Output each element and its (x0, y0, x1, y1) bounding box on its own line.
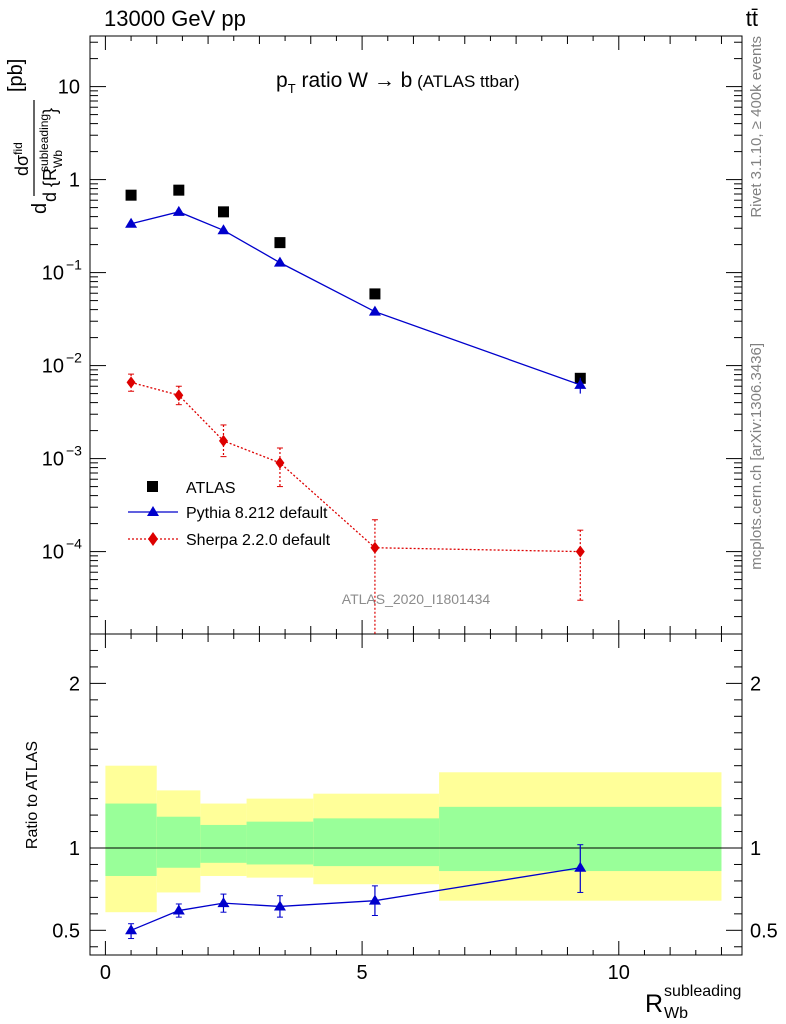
pythia-point (368, 305, 381, 316)
mcplots-label: mcplots.cern.ch [arXiv:1306.3436] (748, 343, 765, 570)
legend-marker-sherpa (148, 532, 158, 546)
x-tick-label: 5 (357, 962, 368, 984)
ratio-point (172, 904, 185, 915)
pythia-line (130, 211, 581, 386)
y-tick-label-bottom-left: 2 (69, 673, 80, 695)
y-tick-label-top: 10 (42, 449, 64, 471)
pythia-point (574, 378, 587, 389)
legend: ATLAS Pythia 8.212 default Sherpa 2.2.0 … (128, 480, 331, 549)
analysis-watermark: ATLAS_2020_I1801434 (342, 591, 491, 607)
band-inner-1 (156, 816, 201, 868)
y-tick-label-top: 10 (42, 542, 64, 564)
plot-title: pT ratio W → b (ATLAS ttbar) (276, 69, 520, 96)
legend-label-sherpa: Sherpa 2.2.0 default (186, 532, 331, 549)
x-axis-label: R Wb subleading (645, 983, 741, 1022)
y-tick-label-bottom-left: 0.5 (52, 920, 80, 942)
sherpa-point (218, 434, 228, 447)
svg-text:dσfid: dσfid (11, 142, 32, 176)
sherpa-point (174, 389, 184, 402)
y-tick-label-exponent: −3 (66, 443, 82, 459)
svg-text:subleading: subleading (664, 983, 741, 1000)
atlas-point (369, 288, 381, 300)
y-axis-label-top: d dσfid d {RWbsubleading} [pb] (5, 59, 65, 214)
y-tick-label-top: 10 (42, 263, 64, 285)
y-axis-label-bottom: Ratio to ATLAS (24, 741, 41, 849)
x-tick-label: 10 (608, 962, 630, 984)
y-tick-label-bottom-left: 1 (69, 838, 80, 860)
y-tick-label-top: 10 (42, 356, 64, 378)
y-tick-label-bottom-right: 2 (750, 673, 761, 695)
band-inner-4 (313, 818, 440, 867)
legend-marker-pythia (147, 506, 159, 516)
sherpa-point (575, 545, 585, 558)
ratio-point (273, 900, 286, 911)
pythia-point (125, 217, 138, 228)
y-tick-label-exponent: −1 (66, 257, 82, 273)
svg-text:d {RWbsubleading}: d {RWbsubleading} (37, 108, 65, 202)
legend-label-pythia: Pythia 8.212 default (186, 505, 328, 522)
y-tick-label-bottom-right: 1 (750, 838, 761, 860)
x-tick-label: 0 (100, 962, 111, 984)
pythia-point (217, 224, 230, 235)
legend-label-atlas: ATLAS (186, 480, 236, 497)
sherpa-point (370, 541, 380, 554)
bottom-panel-frame (89, 633, 743, 956)
sherpa-point (275, 456, 285, 469)
y-tick-label-top: 1 (69, 170, 80, 192)
sherpa-line (130, 381, 581, 553)
rivet-label: Rivet 3.1.10, ≥ 400k events (748, 36, 765, 218)
svg-text:[pb]: [pb] (5, 59, 27, 92)
svg-text:pT ratio W → b (ATLAS ttbar): pT ratio W → b (ATLAS ttbar) (276, 69, 520, 96)
data-series (125, 184, 587, 940)
pythia-point (273, 256, 286, 267)
y-tick-label-bottom-right: 0.5 (750, 920, 778, 942)
ratio-uncertainty-bands (90, 765, 742, 913)
y-tick-label-exponent: −2 (66, 350, 82, 366)
ratio-point (125, 924, 138, 935)
y-tick-label-exponent: −4 (66, 536, 82, 552)
band-inner-3 (246, 821, 314, 865)
process-label: tt̄ (746, 6, 758, 31)
svg-text:Wb: Wb (664, 1005, 688, 1022)
ratio-point (368, 894, 381, 905)
ratio-point (574, 861, 587, 872)
y-tick-label-top: 10 (58, 77, 80, 99)
band-inner-0 (105, 803, 157, 876)
sherpa-point (126, 376, 136, 389)
svg-text:d: d (29, 203, 51, 214)
atlas-point (274, 237, 286, 249)
svg-text:R: R (645, 990, 663, 1018)
pythia-point (172, 205, 185, 216)
atlas-point (217, 206, 229, 218)
ratio-line (130, 867, 581, 931)
atlas-point (173, 184, 185, 196)
band-inner-2 (200, 824, 247, 863)
axis-ticks (90, 36, 742, 955)
atlas-point (125, 189, 137, 201)
ratio-point (217, 897, 230, 908)
energy-label: 13000 GeV pp (104, 6, 246, 31)
legend-marker-atlas (147, 481, 158, 492)
